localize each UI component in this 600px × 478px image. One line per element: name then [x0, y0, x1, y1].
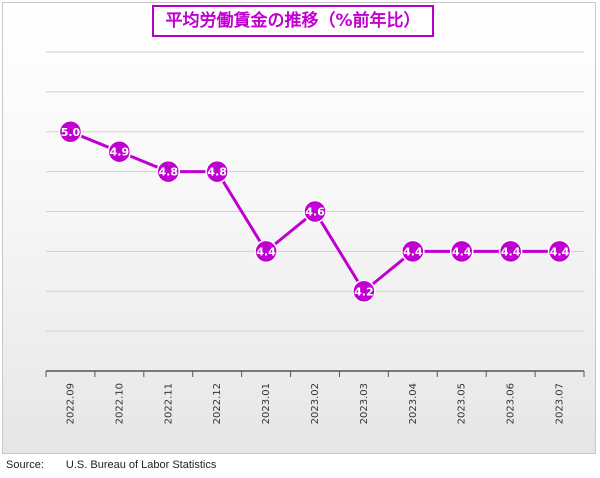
data-label-2023.06: 4.4: [501, 245, 521, 258]
x-tick-label-2023.06: 2023.06: [506, 383, 517, 424]
x-tick-label-2023.05: 2023.05: [457, 383, 468, 424]
source-text: U.S. Bureau of Labor Statistics: [65, 459, 217, 471]
data-point-2023.05: [449, 239, 474, 264]
x-axis: [45, 370, 585, 377]
data-point-2023.06: [498, 239, 523, 264]
data-label-2022.11: 4.8: [159, 166, 179, 179]
data-label-2023.04: 4.4: [403, 245, 423, 258]
data-label-2022.09: 5.0: [61, 126, 81, 139]
data-point-2023.03: [352, 279, 376, 303]
data-label-2023.01: 4.4: [256, 245, 276, 258]
line-chart: 5.0 4.9 4.8 4.8 4.4 4.6 4.2 4.4 4.4 4.4 4.4 2022.0…: [45, 51, 585, 424]
data-point-2022.11: [156, 159, 181, 184]
data-point-2023.02: [303, 199, 327, 224]
data-point-2022.10: [107, 139, 132, 164]
data-label-2023.07: 4.4: [550, 245, 570, 258]
x-tick-label-2023.03: 2023.03: [359, 383, 370, 424]
x-tick-label-2023.07: 2023.07: [555, 383, 566, 424]
data-point-2023.07: [547, 239, 572, 264]
x-tick-label-2023.02: 2023.02: [310, 383, 321, 424]
data-label-2023.05: 4.4: [452, 245, 472, 258]
x-tick-labels: 2022.09 2022.10 2022.11 2022.12 2023.01 2023.…: [65, 383, 565, 424]
x-tick-label-2022.10: 2022.10: [114, 383, 125, 424]
data-point-2023.01: [254, 239, 278, 264]
x-tick-label-2023.04: 2023.04: [408, 383, 419, 424]
data-point-2023.04: [401, 239, 425, 264]
data-point-2022.09: [58, 120, 83, 144]
x-tick-label-2022.11: 2022.11: [163, 383, 174, 424]
x-tick-label-2022.12: 2022.12: [212, 383, 223, 424]
data-point-2022.12: [205, 159, 229, 184]
x-tick-label-2022.09: 2022.09: [65, 383, 76, 424]
source-note: Source: U.S. Bureau of Labor Statistics: [6, 459, 216, 471]
data-points: 5.0 4.9 4.8 4.8 4.4 4.6 4.2 4.4 4.4 4.4 4.4: [58, 120, 572, 303]
chart-title: 平均労働賃金の推移（%前年比）: [152, 5, 434, 37]
data-label-2023.03: 4.2: [354, 285, 374, 298]
chart-frame: [2, 2, 596, 454]
x-tick-label-2023.01: 2023.01: [261, 383, 272, 424]
source-label: Source:: [6, 459, 44, 471]
grid-lines: [46, 51, 584, 332]
data-label-2022.12: 4.8: [207, 166, 227, 179]
data-label-2022.10: 4.9: [110, 146, 130, 159]
data-label-2023.02: 4.6: [305, 206, 325, 219]
